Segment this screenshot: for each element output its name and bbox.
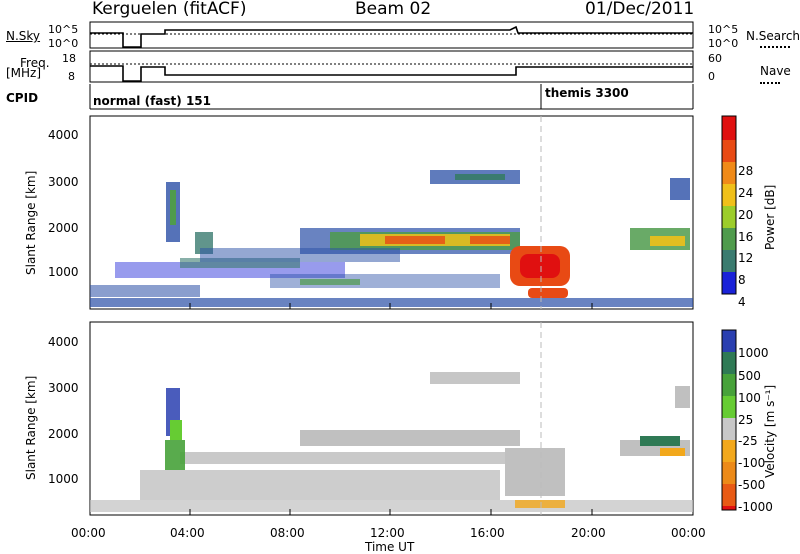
nsky-panel-frame: [89, 21, 694, 49]
velocity-colorbar: [721, 329, 737, 511]
freq-line: [90, 65, 693, 82]
nave-label: Nave: [760, 64, 791, 78]
nsky-label: N.Sky: [6, 29, 41, 43]
power-panel-frame: [89, 115, 694, 310]
nave-ytick-bottom: 0: [708, 70, 715, 83]
velocity-cbar-tick-neg25: -25: [738, 434, 758, 448]
nsky-line: [90, 25, 693, 48]
velocity-ytick-2000: 2000: [48, 427, 79, 441]
velocity-cbar-tick-neg1000: -1000: [738, 500, 773, 514]
xtick-4: 16:00: [470, 526, 505, 540]
freq-ytick-bottom: 8: [68, 70, 75, 83]
velocity-cbar-tick-neg500: -500: [738, 478, 766, 492]
xtick-5: 20:00: [571, 526, 606, 540]
power-cbar-tick-12: 12: [738, 251, 754, 265]
power-cbar-tick-4: 4: [738, 295, 746, 309]
cpid-label: CPID: [6, 91, 39, 105]
velocity-ytick-4000: 4000: [48, 335, 79, 349]
nsky-ytick-bottom: 10^0: [48, 37, 79, 50]
power-colorbar: [721, 115, 737, 295]
velocity-cbar-tick-100: 100: [738, 391, 761, 405]
xtick-1: 04:00: [170, 526, 205, 540]
nsearch-legend-line: [760, 46, 790, 48]
power-ytick-4000: 4000: [48, 128, 79, 142]
power-cbar-tick-8: 8: [738, 273, 746, 287]
cpid-block-normal: normal (fast) 151: [93, 94, 211, 108]
velocity-ytick-3000: 3000: [48, 381, 79, 395]
cpid-block-themis: themis 3300: [545, 86, 629, 100]
nsearch-label: N.Search: [746, 29, 800, 43]
date-title: 01/Dec/2011: [585, 0, 695, 19]
nsearch-ytick-bottom: 10^0: [708, 37, 739, 50]
power-cbar-tick-28: 28: [738, 164, 754, 178]
station-title: Kerguelen (fitACF): [92, 0, 247, 19]
freq-label-line2: [MHz]: [6, 66, 42, 80]
power-cbar-tick-20: 20: [738, 208, 754, 222]
nave-ytick-top: 60: [708, 52, 722, 65]
beam-title: Beam 02: [355, 0, 432, 19]
nsky-ytick-top: 10^5: [48, 23, 79, 36]
power-heatmap: [90, 170, 693, 307]
xaxis-label: Time UT: [365, 540, 415, 554]
velocity-cbar-tick-500: 500: [738, 369, 761, 383]
freq-label-line1: Freq.: [20, 56, 50, 70]
freq-ytick-top: 18: [62, 52, 76, 65]
velocity-ytick-1000: 1000: [48, 472, 79, 486]
velocity-heatmap: [90, 372, 693, 512]
velocity-cbar-tick-25: 25: [738, 413, 754, 427]
xtick-2: 08:00: [270, 526, 305, 540]
power-cbar-tick-24: 24: [738, 186, 754, 200]
velocity-cbar-tick-neg100: -100: [738, 456, 766, 470]
xtick-0: 00:00: [71, 526, 106, 540]
power-cbar-tick-16: 16: [738, 230, 754, 244]
power-ytick-1000: 1000: [48, 265, 79, 279]
power-ytick-2000: 2000: [48, 221, 79, 235]
xtick-6: 00:00: [671, 526, 706, 540]
nsearch-ytick-top: 10^5: [708, 23, 739, 36]
velocity-cbar-tick-1000: 1000: [738, 346, 769, 360]
nave-legend-line: [760, 82, 780, 84]
xtick-3: 12:00: [370, 526, 405, 540]
power-ytick-3000: 3000: [48, 175, 79, 189]
